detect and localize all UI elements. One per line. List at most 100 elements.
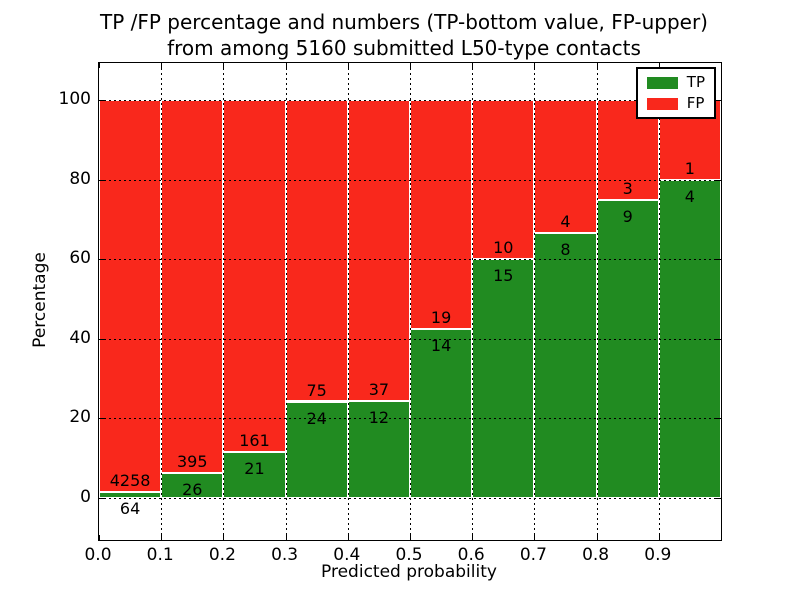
y-tick-mark-right xyxy=(716,259,721,261)
chart-title-line-2: from among 5160 submitted L50-type conta… xyxy=(167,36,641,60)
y-tick-mark xyxy=(99,100,104,102)
fp-count-label: 75 xyxy=(306,380,327,400)
bar-segment-fp xyxy=(223,100,286,452)
x-tick-mark xyxy=(347,535,349,540)
x-tick-label: 0.1 xyxy=(146,545,174,565)
plot-area: TP FP 4258 64 395 26 161 21 75 24 37 12 19 14 10 15 4 8 3… xyxy=(98,62,722,541)
fp-count-label: 37 xyxy=(368,379,390,399)
x-tick-mark-top xyxy=(410,63,411,68)
bar-segment-fp xyxy=(534,100,597,233)
bar-segment-fp xyxy=(99,100,162,492)
bar-segment-fp xyxy=(410,100,473,330)
y-tick-mark-right xyxy=(716,418,721,420)
tp-count-label: 12 xyxy=(368,407,390,427)
legend-swatch-fp xyxy=(646,97,678,110)
fp-count-label: 10 xyxy=(493,238,514,258)
y-tick-mark-right xyxy=(716,338,721,340)
x-tick-mark xyxy=(472,535,474,540)
chart-title-line-1: TP /FP percentage and numbers (TP-bottom… xyxy=(100,10,708,34)
tp-count-label: 14 xyxy=(430,336,452,356)
bar-segment-tp xyxy=(534,232,597,498)
y-tick-mark-right xyxy=(716,100,721,102)
bar-segment-tp xyxy=(99,491,162,498)
x-tick-mark xyxy=(285,535,287,540)
legend-swatch-tp xyxy=(646,76,678,89)
bar-segment-tp xyxy=(347,400,410,498)
y-tick-label: 20 xyxy=(69,407,91,428)
y-tick-mark xyxy=(99,259,104,261)
y-tick-mark xyxy=(99,497,104,499)
fp-count-label: 3 xyxy=(622,178,633,198)
legend-entry-tp: TP xyxy=(646,73,705,91)
x-tick-mark xyxy=(99,535,100,540)
y-tick-label: 0 xyxy=(80,486,91,507)
x-tick-mark xyxy=(658,535,660,540)
x-tick-label: 0.0 xyxy=(84,545,112,565)
y-tick-label: 100 xyxy=(58,89,91,110)
tp-count-label: 4 xyxy=(684,186,695,206)
x-gridline xyxy=(472,63,474,540)
bar-segment-fp xyxy=(347,100,410,401)
x-gridline xyxy=(285,63,287,540)
x-tick-label: 0.3 xyxy=(271,545,299,565)
y-tick-label: 80 xyxy=(69,168,91,189)
x-tick-mark-top xyxy=(596,63,598,68)
x-tick-mark-top xyxy=(223,63,225,68)
x-gridline xyxy=(223,63,225,540)
y-tick-label: 60 xyxy=(69,248,91,269)
x-tick-mark-top xyxy=(161,63,163,68)
legend-label: TP xyxy=(686,73,705,91)
x-tick-label: 0.8 xyxy=(582,545,610,565)
x-gridline xyxy=(347,63,349,540)
x-axis-label: Predicted probability xyxy=(321,562,497,582)
y-tick-mark xyxy=(99,338,104,340)
x-tick-mark-top xyxy=(285,63,287,68)
bar-segment-fp xyxy=(285,100,348,402)
tp-count-label: 21 xyxy=(244,458,265,478)
x-gridline xyxy=(410,63,411,540)
legend: TP FP xyxy=(635,67,716,119)
tp-count-label: 8 xyxy=(560,239,571,259)
y-tick-mark xyxy=(99,179,104,181)
bar-segment-tp xyxy=(596,199,659,498)
fp-count-label: 4 xyxy=(560,211,571,231)
fp-count-label: 1 xyxy=(684,158,695,178)
bar-segment-tp xyxy=(472,259,535,498)
tp-count-label: 64 xyxy=(119,498,141,518)
x-tick-label: 0.4 xyxy=(333,545,361,565)
fp-count-label: 4258 xyxy=(109,470,151,490)
x-gridline xyxy=(161,63,163,540)
tp-count-label: 26 xyxy=(182,480,203,500)
y-tick-mark-right xyxy=(716,179,721,181)
x-tick-label: 0.5 xyxy=(395,545,423,565)
x-tick-mark xyxy=(534,535,536,540)
x-tick-mark-top xyxy=(472,63,474,68)
tp-count-label: 15 xyxy=(493,266,514,286)
x-tick-label: 0.7 xyxy=(519,545,547,565)
x-tick-mark-top xyxy=(658,63,660,68)
x-gridline xyxy=(534,63,536,540)
fp-count-label: 19 xyxy=(430,308,452,328)
bar-segment-tp xyxy=(285,401,348,498)
x-tick-label: 0.6 xyxy=(457,545,485,565)
y-tick-mark-right xyxy=(716,497,721,499)
x-tick-mark xyxy=(161,535,163,540)
bar-segment-fp xyxy=(161,100,224,474)
y-tick-label: 40 xyxy=(69,327,91,348)
x-tick-mark xyxy=(596,535,598,540)
tp-count-label: 9 xyxy=(622,206,633,226)
legend-entry-fp: FP xyxy=(646,94,705,112)
x-tick-mark xyxy=(410,535,411,540)
x-tick-mark-top xyxy=(534,63,536,68)
x-tick-mark xyxy=(223,535,225,540)
x-tick-label: 0.9 xyxy=(644,545,672,565)
y-tick-mark xyxy=(99,418,104,420)
x-tick-mark-top xyxy=(347,63,349,68)
tp-count-label: 24 xyxy=(306,408,327,428)
legend-label: FP xyxy=(686,94,705,112)
x-gridline xyxy=(658,63,660,540)
x-gridline xyxy=(596,63,598,540)
x-tick-label: 0.2 xyxy=(208,545,236,565)
bar-segment-tp xyxy=(161,473,224,498)
